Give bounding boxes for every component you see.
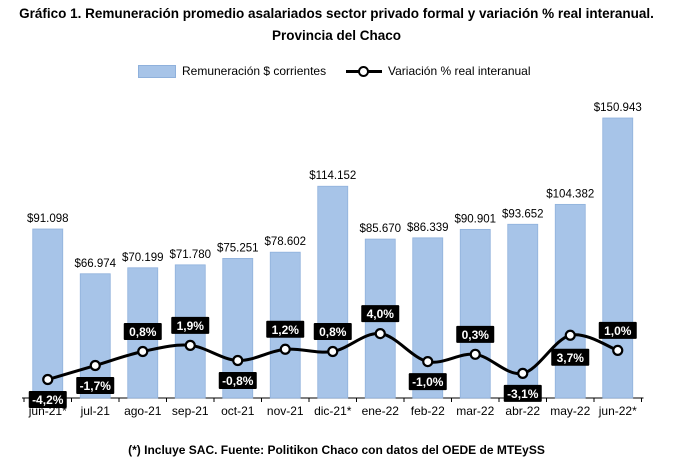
line-label-box <box>28 391 67 409</box>
legend-line-label: Variación % real interanual <box>388 64 531 78</box>
bar <box>554 203 586 399</box>
line-value-label: -4,2% <box>32 393 64 407</box>
line-label-box <box>76 377 115 395</box>
legend-line-swatch <box>346 65 382 77</box>
line-label-box <box>551 348 590 366</box>
line-point <box>89 359 101 372</box>
x-tick-label: mar-22 <box>456 404 494 418</box>
x-tick-label: dic-21* <box>314 404 352 418</box>
bar-value-label: $90.901 <box>454 213 496 225</box>
line-point <box>42 373 54 386</box>
line-point <box>422 356 434 368</box>
line-point <box>184 339 196 351</box>
bar <box>459 228 491 399</box>
line-point <box>564 329 576 341</box>
line-value-label: 3,7% <box>557 351 585 365</box>
x-tick-label: oct-21 <box>221 404 255 418</box>
line-value-label: -3,1% <box>507 387 539 401</box>
line-point <box>137 345 149 358</box>
bar-value-label: $93.652 <box>502 208 544 220</box>
line-label-box <box>503 384 542 402</box>
bar <box>32 228 64 399</box>
line-label-box <box>598 321 637 339</box>
line-point <box>279 343 291 355</box>
bar-value-label: $91.098 <box>27 213 69 225</box>
line-value-label: -0,8% <box>222 374 254 388</box>
x-tick-label: sep-21 <box>172 404 209 418</box>
line-label-box <box>171 316 210 334</box>
x-tick-label: ago-21 <box>124 404 162 418</box>
bar-value-label: $85.670 <box>359 223 401 235</box>
line-label-box <box>408 373 447 391</box>
chart-title: Gráfico 1. Remuneración promedio asalari… <box>19 6 654 21</box>
legend-item-bars: Remuneración $ corrientes <box>138 64 326 78</box>
line-point <box>327 345 339 358</box>
line-value-label: -1,7% <box>80 379 112 393</box>
legend-bar-swatch <box>138 64 176 78</box>
line-value-label: 0,8% <box>319 325 347 339</box>
bar-value-label: $114.152 <box>309 170 356 182</box>
line-label-box <box>313 323 352 341</box>
chart-subtitle: Provincia del Chaco <box>271 28 402 43</box>
x-tick-label: abr-22 <box>505 404 540 418</box>
line-label-box <box>361 305 400 323</box>
line-value-label: 4,0% <box>367 307 395 321</box>
x-tick-label: ene-22 <box>362 404 400 418</box>
bar-value-label: $78.602 <box>264 236 306 248</box>
legend-bar-label: Remuneración $ corrientes <box>182 64 327 78</box>
footnote: (*) Incluye SAC. Fuente: Politikon Chaco… <box>128 443 545 457</box>
line-label-box <box>266 320 305 338</box>
line-value-label: 1,0% <box>604 324 632 338</box>
x-tick-label: feb-22 <box>411 404 445 418</box>
line-value-label: 1,9% <box>177 319 205 333</box>
bar-value-label: $66.974 <box>74 258 116 270</box>
legend-item-line: Variación % real interanual <box>346 64 531 78</box>
line-point <box>232 354 244 367</box>
line-value-label: 0,3% <box>462 328 490 342</box>
x-tick-label: may-22 <box>550 404 590 418</box>
line-label-box <box>456 325 495 343</box>
bar <box>317 185 349 399</box>
line-value-label: 1,2% <box>272 323 300 337</box>
line-point <box>374 328 386 340</box>
line-value-label: -1,0% <box>412 375 444 389</box>
bar-value-label: $70.199 <box>122 252 164 264</box>
bar-value-label: $104.382 <box>546 188 594 200</box>
bar <box>412 237 444 399</box>
x-tick-label: nov-21 <box>267 404 304 418</box>
line-label-box <box>123 323 162 341</box>
x-tick-label: jul-21 <box>80 404 111 418</box>
line-point <box>517 367 529 379</box>
x-tick-label: jun-22* <box>598 404 637 418</box>
bar-value-label: $150.943 <box>594 102 642 114</box>
bar-value-label: $86.339 <box>407 222 449 234</box>
bar-value-label: $71.780 <box>169 249 211 261</box>
line-point <box>612 344 624 356</box>
line-label-box <box>218 371 257 389</box>
line-point <box>469 348 481 360</box>
bar-value-label: $75.251 <box>217 242 259 254</box>
line-value-label: 0,8% <box>129 325 157 339</box>
bar <box>602 117 634 399</box>
